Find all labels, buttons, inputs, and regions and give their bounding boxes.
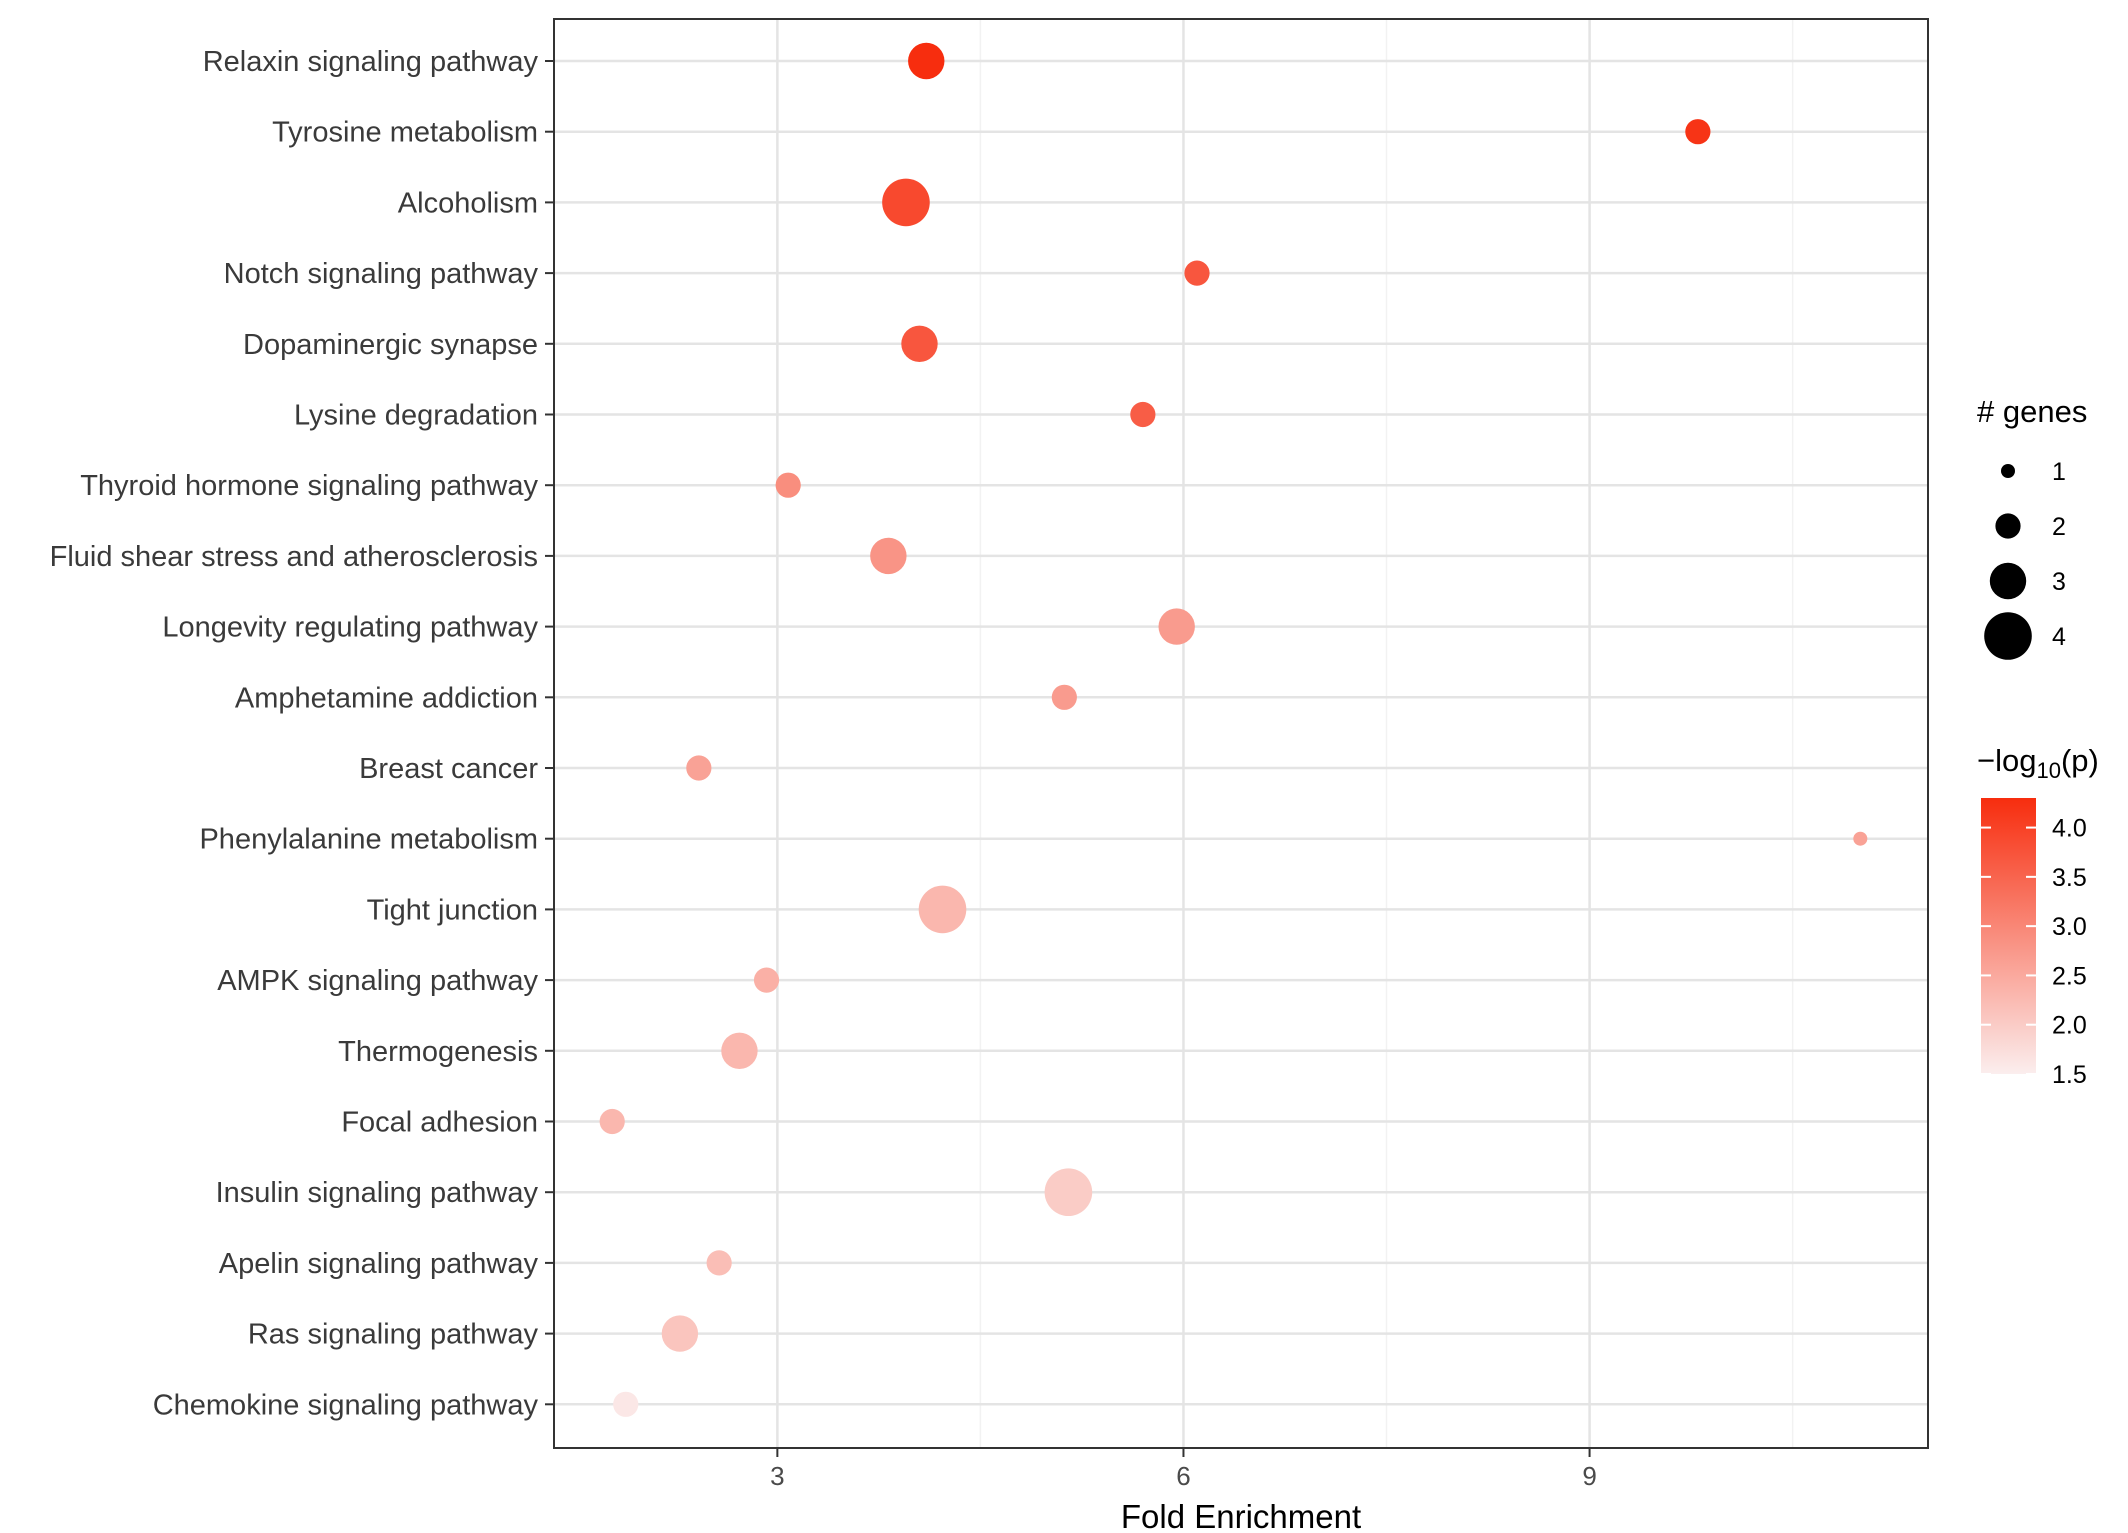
- x-axis-title: Fold Enrichment: [1121, 1498, 1361, 1533]
- data-point: [901, 325, 938, 362]
- colorbar-tick-label: 1.5: [2052, 1061, 2087, 1089]
- y-tick-label: Lysine degradation: [294, 400, 538, 432]
- data-point: [1051, 684, 1077, 710]
- plot-panel-border: [553, 18, 1929, 1449]
- y-axis: Relaxin signaling pathway Tyrosine metabo…: [50, 46, 554, 1421]
- data-point: [1685, 119, 1711, 145]
- y-tick-label: AMPK signaling pathway: [217, 965, 538, 997]
- x-tick-label: 3: [770, 1461, 784, 1491]
- size-legend-key: [2001, 464, 2015, 478]
- color-legend-title-subscript: 10: [2036, 758, 2060, 783]
- y-tick-label: Breast cancer: [359, 753, 538, 785]
- colorbar-ticks: 4.0 3.5 3.0 2.5 2.0 1.5: [1981, 815, 2087, 1089]
- size-legend: # genes 1 2 3 4: [1977, 394, 2087, 660]
- y-tick-label: Phenylalanine metabolism: [199, 824, 538, 856]
- data-point: [753, 967, 780, 993]
- x-axis: 3 6 9: [770, 1448, 1597, 1491]
- y-tick-label: Fluid shear stress and atherosclerosis: [50, 541, 538, 573]
- data-point: [882, 178, 930, 227]
- data-point: [686, 755, 712, 781]
- y-tick-label: Focal adhesion: [341, 1107, 538, 1139]
- x-tick-label: 9: [1582, 1461, 1596, 1491]
- data-point: [1130, 401, 1156, 428]
- colorbar-tick-label: 2.0: [2052, 1012, 2087, 1040]
- size-legend-title: # genes: [1977, 394, 2087, 429]
- data-point: [870, 537, 907, 575]
- y-tick-label: Dopaminergic synapse: [243, 329, 538, 361]
- colorbar-tick-label: 3.0: [2052, 913, 2087, 941]
- y-tick-label: Alcoholism: [398, 187, 538, 219]
- size-legend-key: [1995, 513, 2021, 539]
- y-tick-label: Insulin signaling pathway: [216, 1177, 539, 1209]
- grid-lines: [554, 19, 1928, 1448]
- y-tick-label: Thermogenesis: [338, 1036, 538, 1068]
- data-points: [599, 42, 1868, 1417]
- y-tick-label: Thyroid hormone signaling pathway: [80, 470, 538, 502]
- data-point: [908, 42, 945, 80]
- data-point: [1158, 608, 1195, 645]
- data-point: [721, 1032, 758, 1070]
- size-legend-key: [1984, 612, 2032, 660]
- size-legend-label: 2: [2052, 513, 2066, 541]
- y-tick-label: Notch signaling pathway: [224, 258, 539, 290]
- size-legend-key: [1989, 562, 2027, 600]
- y-tick-label: Amphetamine addiction: [235, 682, 538, 714]
- color-legend-title-prefix: −log: [1977, 743, 2036, 778]
- data-point: [1044, 1168, 1093, 1216]
- color-legend: −log10(p) 4.0 3.5 3.0 2.5 2.0 1.5: [1977, 743, 2099, 1089]
- y-tick-label: Relaxin signaling pathway: [203, 46, 539, 78]
- colorbar: [1981, 798, 2036, 1074]
- size-legend-label: 3: [2052, 568, 2066, 596]
- data-point: [599, 1108, 625, 1135]
- y-tick-label: Tyrosine metabolism: [272, 117, 538, 149]
- data-point: [706, 1250, 732, 1276]
- colorbar-tick-label: 3.5: [2052, 864, 2087, 892]
- y-tick-label: Tight junction: [367, 894, 538, 926]
- data-point: [918, 885, 967, 934]
- data-point: [613, 1391, 639, 1417]
- data-point: [661, 1315, 699, 1352]
- data-point: [775, 472, 801, 498]
- color-legend-title: −log10(p): [1977, 743, 2099, 783]
- y-tick-label: Apelin signaling pathway: [219, 1248, 539, 1280]
- data-point: [1853, 831, 1868, 846]
- x-tick-label: 6: [1176, 1461, 1190, 1491]
- y-tick-label: Longevity regulating pathway: [162, 612, 538, 644]
- size-legend-label: 4: [2052, 623, 2066, 651]
- size-legend-label: 1: [2052, 458, 2066, 486]
- data-point: [1184, 260, 1210, 286]
- colorbar-tick-label: 2.5: [2052, 962, 2087, 990]
- color-legend-title-suffix: (p): [2061, 743, 2099, 778]
- y-tick-label: Chemokine signaling pathway: [153, 1389, 539, 1421]
- colorbar-tick-label: 4.0: [2052, 815, 2087, 843]
- size-legend-items: 1 2 3 4: [1984, 458, 2066, 660]
- y-tick-label: Ras signaling pathway: [248, 1319, 539, 1351]
